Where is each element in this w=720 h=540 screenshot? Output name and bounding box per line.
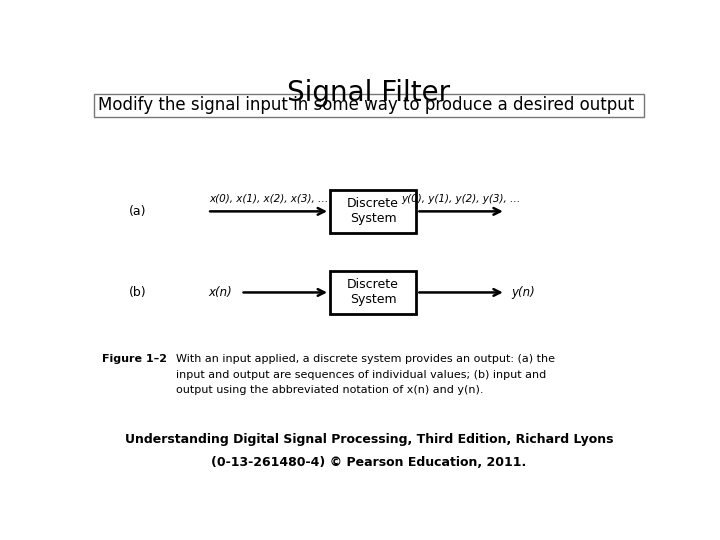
Text: y(n): y(n) (511, 286, 535, 299)
Text: Discrete
System: Discrete System (347, 279, 399, 307)
Text: (a): (a) (129, 205, 146, 218)
Text: With an input applied, a discrete system provides an output: (a) the: With an input applied, a discrete system… (176, 354, 556, 364)
Text: Signal Filter: Signal Filter (287, 79, 451, 107)
Text: input and output are sequences of individual values; (b) input and: input and output are sequences of indivi… (176, 369, 546, 380)
Text: Discrete
System: Discrete System (347, 197, 399, 225)
Text: y(0), y(1), y(2), y(3), …: y(0), y(1), y(2), y(3), … (401, 194, 521, 204)
Text: Understanding Digital Signal Processing, Third Edition, Richard Lyons: Understanding Digital Signal Processing,… (125, 433, 613, 446)
Text: x(n): x(n) (209, 286, 233, 299)
Text: (b): (b) (129, 286, 146, 299)
Bar (330, 190, 416, 233)
Text: output using the abbreviated notation of x(n) and y(n).: output using the abbreviated notation of… (176, 386, 484, 395)
Text: Figure 1–2: Figure 1–2 (102, 354, 167, 364)
Bar (94, 94, 644, 117)
Text: Modify the signal input in some way to produce a desired output: Modify the signal input in some way to p… (99, 96, 634, 114)
Text: (0-13-261480-4) © Pearson Education, 2011.: (0-13-261480-4) © Pearson Education, 201… (212, 456, 526, 469)
Bar (330, 271, 416, 314)
Text: x(0), x(1), x(2), x(3), …: x(0), x(1), x(2), x(3), … (209, 194, 328, 204)
